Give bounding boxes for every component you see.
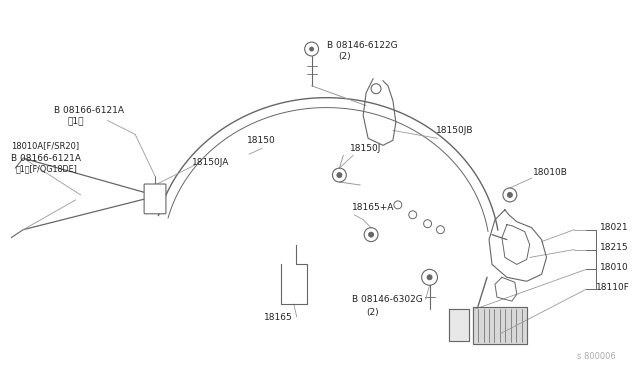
Text: B 08166-6121A: B 08166-6121A xyxy=(54,106,124,115)
FancyBboxPatch shape xyxy=(144,184,166,214)
Text: 18215: 18215 xyxy=(600,243,628,252)
Text: B 08166-6121A: B 08166-6121A xyxy=(12,154,81,163)
Text: B 08146-6122G: B 08146-6122G xyxy=(328,41,398,49)
Text: (2): (2) xyxy=(339,52,351,61)
Text: 18110F: 18110F xyxy=(596,283,630,292)
Circle shape xyxy=(427,275,432,280)
Circle shape xyxy=(508,192,513,198)
Text: 18021: 18021 xyxy=(600,223,628,232)
Circle shape xyxy=(310,47,314,51)
Text: B 08146-6302G: B 08146-6302G xyxy=(352,295,423,304)
Text: 18010: 18010 xyxy=(600,263,629,272)
Text: 1　[F/QG18DE]: 1 [F/QG18DE] xyxy=(15,165,77,174)
Text: 18150: 18150 xyxy=(247,136,276,145)
Text: (2): (2) xyxy=(366,308,379,317)
Text: 18150J: 18150J xyxy=(350,144,381,153)
Text: 18165+A: 18165+A xyxy=(352,203,395,212)
Text: 18150JA: 18150JA xyxy=(192,158,229,167)
Text: 18150JB: 18150JB xyxy=(436,126,473,135)
Circle shape xyxy=(369,232,374,237)
Text: 1: 1 xyxy=(68,116,84,125)
Text: 18010B: 18010B xyxy=(532,168,568,177)
Text: s 800006: s 800006 xyxy=(577,352,616,361)
Circle shape xyxy=(337,173,342,177)
Text: 18010A[F/SR20]: 18010A[F/SR20] xyxy=(12,141,79,150)
Polygon shape xyxy=(449,309,469,341)
Text: 18165: 18165 xyxy=(264,312,292,321)
Polygon shape xyxy=(473,307,527,344)
